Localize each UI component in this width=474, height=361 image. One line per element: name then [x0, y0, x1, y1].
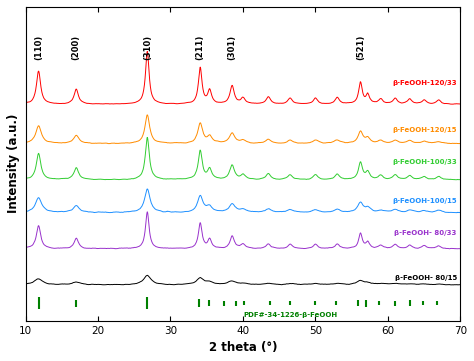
Text: β-FeOOH- 80/33: β-FeOOH- 80/33 — [394, 230, 457, 236]
Text: β-FeOOH-120/33: β-FeOOH-120/33 — [392, 80, 457, 86]
Y-axis label: Intensity (a.u.): Intensity (a.u.) — [7, 114, 20, 213]
Text: (200): (200) — [72, 34, 81, 60]
Text: (110): (110) — [34, 34, 43, 60]
Text: β-FeOOH-100/15: β-FeOOH-100/15 — [392, 198, 457, 204]
Text: β-FeOOH-100/33: β-FeOOH-100/33 — [392, 159, 457, 165]
Text: (301): (301) — [228, 34, 237, 60]
Text: (310): (310) — [143, 34, 152, 60]
X-axis label: 2 theta (°): 2 theta (°) — [209, 341, 277, 354]
Text: β-FeOOH- 80/15: β-FeOOH- 80/15 — [395, 275, 457, 281]
Text: β-FeOOH-120/15: β-FeOOH-120/15 — [392, 127, 457, 133]
Text: PDF#-34-1226-β-FeOOH: PDF#-34-1226-β-FeOOH — [243, 312, 337, 318]
Text: (521): (521) — [356, 34, 365, 60]
Text: (211): (211) — [196, 34, 205, 60]
